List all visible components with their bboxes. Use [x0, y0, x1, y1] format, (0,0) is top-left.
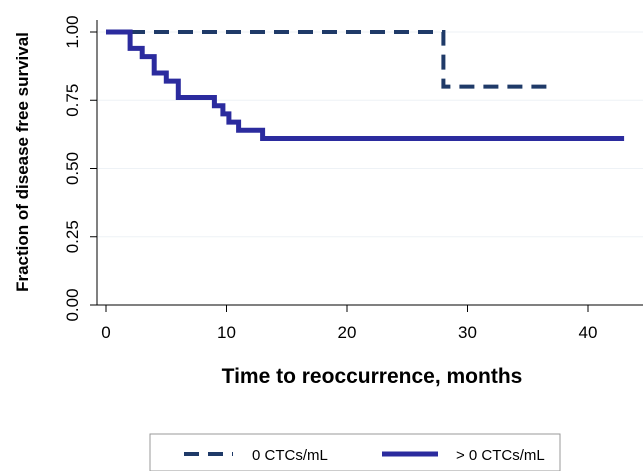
series: [106, 29, 625, 141]
y-tick-label: 0.50: [63, 152, 82, 185]
y-tick-label: 0.00: [63, 288, 82, 321]
series-line-0: [106, 30, 552, 89]
legend-label-1: > 0 CTCs/mL: [456, 447, 545, 464]
x-tick-label: 10: [217, 323, 236, 342]
y-tick-label: 0.75: [63, 84, 82, 117]
legend: 0 CTCs/mL > 0 CTCs/mL: [149, 433, 561, 471]
x-tick-label: 20: [338, 323, 357, 342]
series-line-1: [106, 29, 625, 141]
axes: [96, 20, 643, 306]
x-axis-title: Time to reoccurrence, months: [222, 365, 523, 388]
x-tick-label: 0: [101, 323, 110, 342]
gridlines: [98, 31, 643, 306]
y-tick-label: 0.25: [63, 220, 82, 253]
x-tick-label: 40: [579, 323, 598, 342]
y-tick-label: 1.00: [63, 15, 82, 48]
y-axis-title: Fraction of disease free survival: [13, 32, 32, 292]
legend-box: [149, 433, 561, 471]
ticks: 0.00 0.25 0.50 0.75 1.00 0 10 20 30 40: [63, 15, 597, 342]
x-tick-label: 30: [458, 323, 477, 342]
legend-label-0: 0 CTCs/mL: [252, 447, 328, 464]
